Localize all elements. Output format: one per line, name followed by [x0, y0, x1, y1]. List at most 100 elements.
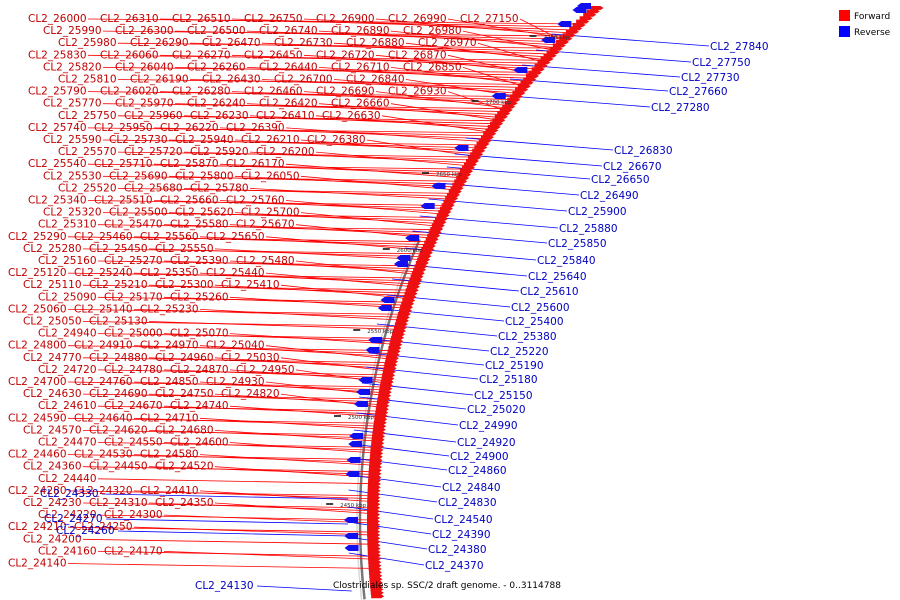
forward-feature-arrow [367, 522, 381, 527]
forward-leader-line [231, 54, 544, 67]
forward-leader-line [315, 151, 474, 167]
forward-leader-line [67, 309, 409, 315]
forward-feature-arrow [380, 383, 394, 388]
forward-leader-line [390, 30, 560, 49]
forward-gene-label: CL2_26850 [403, 61, 462, 73]
forward-gene-label: CL2_25820 [43, 61, 102, 73]
reverse-gene-label: CL2_24920 [457, 437, 516, 449]
forward-leader-line [219, 127, 490, 140]
reverse-gene-label: CL2_27660 [669, 86, 728, 98]
backbone-shadow [356, 237, 418, 600]
forward-feature-arrow [572, 23, 586, 27]
forward-gene-label: CL2_25270 [104, 255, 163, 267]
forward-feature-arrow [369, 454, 383, 459]
forward-gene-label: CL2_25730 [109, 134, 168, 146]
forward-leader-line [199, 417, 384, 430]
forward-feature-arrow [367, 550, 381, 554]
forward-leader-line [163, 442, 382, 451]
forward-leader-line [300, 212, 442, 227]
forward-feature-arrow [490, 121, 504, 126]
reverse-gene-label: CL2_24900 [450, 451, 509, 463]
forward-feature-arrow [445, 196, 459, 201]
forward-feature-arrow [367, 519, 381, 524]
forward-feature-arrow [414, 264, 428, 269]
forward-leader-line [82, 538, 379, 545]
reverse-gene-label: CL2_24330 [40, 488, 99, 500]
reverse-feature-arrow [431, 183, 446, 189]
forward-gene-label: CL2_26210 [241, 134, 300, 146]
forward-feature-arrow [384, 363, 398, 367]
forward-feature-arrow [427, 233, 441, 238]
forward-gene-label: CL2_25590 [43, 134, 102, 146]
forward-leader-line [219, 200, 449, 212]
forward-gene-label: CL2_25350 [140, 267, 199, 279]
forward-gene-label: CL2_25770 [43, 98, 102, 110]
forward-leader-line [249, 115, 498, 128]
forward-gene-label: CL2_26440 [259, 61, 318, 73]
forward-feature-arrow [425, 237, 439, 242]
forward-feature-arrow [494, 114, 508, 119]
forward-feature-arrow [504, 101, 518, 106]
forward-gene-label: CL2_26390 [226, 122, 285, 134]
forward-leader-line [87, 18, 583, 25]
forward-leader-line [199, 490, 379, 503]
forward-gene-label: CL2_26700 [274, 74, 333, 86]
forward-gene-label: CL2_24870 [170, 364, 229, 376]
forward-leader-line [375, 91, 511, 109]
forward-gene-label: CL2_25440 [206, 267, 265, 279]
forward-feature-arrow [368, 570, 382, 575]
forward-feature-arrow [378, 390, 392, 395]
forward-leader-line [229, 224, 438, 237]
forward-feature-arrow [485, 128, 499, 133]
forward-feature-arrow [405, 288, 419, 293]
reverse-gene-label: CL2_25150 [474, 390, 533, 402]
forward-feature-arrow [370, 451, 384, 456]
forward-gene-label: CL2_24770 [23, 352, 82, 364]
tick-label: 2550 kbp [367, 329, 393, 335]
forward-gene-label: CL2_25720 [124, 146, 183, 158]
reverse-gene-label: CL2_25180 [479, 374, 538, 386]
forward-leader-line [285, 127, 488, 143]
forward-feature-arrow [552, 43, 566, 48]
forward-gene-label: CL2_24820 [221, 388, 280, 400]
forward-leader-line [234, 212, 444, 224]
forward-gene-label: CL2_25750 [58, 110, 117, 122]
forward-leader-line [82, 321, 405, 327]
forward-gene-label: CL2_26050 [241, 170, 300, 182]
legend-reverse-swatch [839, 26, 850, 37]
forward-gene-label: CL2_24360 [23, 461, 82, 473]
forward-leader-line [375, 18, 572, 37]
forward-leader-line [246, 67, 534, 79]
forward-gene-label: CL2_24590 [8, 412, 67, 424]
forward-feature-arrow [371, 437, 385, 442]
forward-gene-label: CL2_26660 [331, 98, 390, 110]
forward-feature-arrow [370, 590, 384, 595]
forward-gene-label: CL2_25280 [23, 243, 82, 255]
reverse-feature-arrow [353, 401, 368, 407]
forward-gene-label: CL2_25780 [190, 182, 249, 194]
reverse-gene-label: CL2_24130 [195, 580, 254, 592]
forward-feature-arrow [388, 346, 402, 350]
forward-gene-label: CL2_26430 [202, 74, 261, 86]
forward-gene-label: CL2_25120 [8, 267, 67, 279]
forward-gene-label: CL2_24910 [74, 340, 133, 352]
reverse-leader-line [551, 33, 710, 47]
forward-feature-arrow [382, 373, 396, 378]
forward-feature-arrow [391, 332, 405, 337]
forward-gene-label: CL2_25290 [8, 231, 67, 243]
forward-gene-label: CL2_25030 [221, 352, 280, 364]
forward-feature-arrow [483, 131, 497, 136]
reverse-feature-arrow [358, 377, 373, 383]
forward-feature-arrow [382, 369, 396, 374]
reverse-feature-arrow [454, 145, 469, 151]
forward-feature-arrow [371, 594, 385, 599]
forward-feature-arrow [367, 529, 381, 534]
forward-feature-arrow [433, 220, 447, 225]
forward-gene-label: CL2_25300 [155, 279, 214, 291]
forward-gene-label: CL2_26230 [190, 110, 249, 122]
forward-feature-arrow [367, 509, 381, 514]
forward-gene-label: CL2_25500 [109, 207, 168, 219]
forward-gene-label: CL2_25690 [109, 170, 168, 182]
forward-feature-arrow [435, 216, 449, 221]
reverse-gene-label: CL2_24260 [56, 525, 115, 537]
